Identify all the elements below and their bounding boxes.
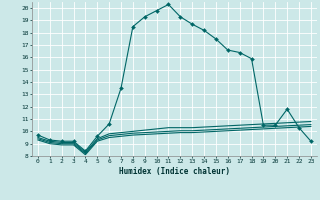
X-axis label: Humidex (Indice chaleur): Humidex (Indice chaleur) xyxy=(119,167,230,176)
